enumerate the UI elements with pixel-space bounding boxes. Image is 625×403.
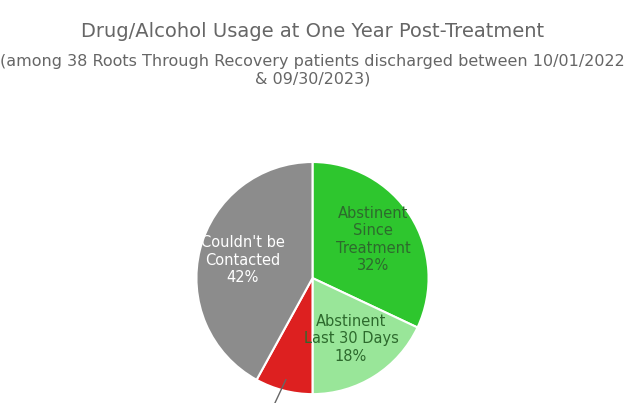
Wedge shape <box>196 162 312 380</box>
Text: Abstinent
Since
Treatment
32%: Abstinent Since Treatment 32% <box>336 206 411 273</box>
FancyBboxPatch shape <box>0 0 625 403</box>
Wedge shape <box>312 278 418 394</box>
Wedge shape <box>312 162 429 328</box>
Wedge shape <box>257 278 312 394</box>
Text: Drug/Alcohol Usage at One Year Post-Treatment: Drug/Alcohol Usage at One Year Post-Trea… <box>81 22 544 41</box>
Text: Couldn't be
Contacted
42%: Couldn't be Contacted 42% <box>201 235 285 285</box>
Text: Used Last 30 Days
8%: Used Last 30 Days 8% <box>181 380 317 403</box>
Text: Abstinent
Last 30 Days
18%: Abstinent Last 30 Days 18% <box>304 314 399 364</box>
Text: (among 38 Roots Through Recovery patients discharged between 10/01/2022
& 09/30/: (among 38 Roots Through Recovery patient… <box>0 54 625 87</box>
